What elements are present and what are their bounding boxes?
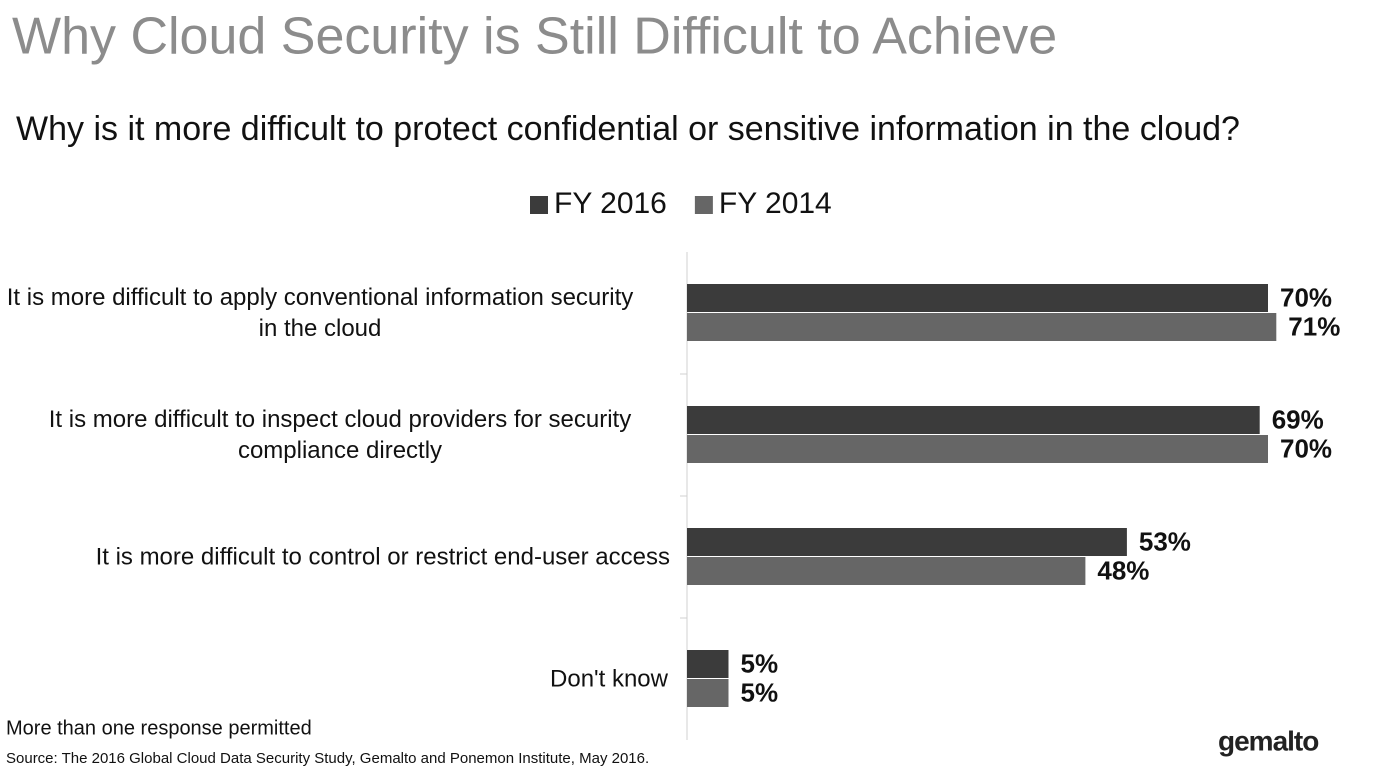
- source: Source: The 2016 Global Cloud Data Secur…: [6, 750, 649, 767]
- legend-label: FY 2016: [554, 187, 667, 220]
- value-label: 5%: [741, 648, 779, 678]
- note: More than one response permitted: [6, 717, 312, 739]
- bar: [687, 679, 729, 707]
- legend-swatch: [530, 196, 548, 214]
- value-label: 5%: [741, 677, 779, 707]
- category-label: It is more difficult to apply convention…: [6, 284, 634, 342]
- chart-subtitle: Why is it more difficult to protect conf…: [16, 110, 1240, 148]
- value-label: 70%: [1280, 282, 1332, 312]
- value-label: 70%: [1280, 433, 1332, 463]
- category-label: Don't know: [550, 665, 668, 693]
- value-label: 71%: [1288, 311, 1340, 341]
- value-label: 69%: [1272, 404, 1324, 434]
- bar: [687, 557, 1086, 585]
- bar: [687, 650, 729, 678]
- bar: [687, 435, 1268, 463]
- value-label: 53%: [1139, 526, 1191, 556]
- logo: gemalto: [1218, 725, 1319, 756]
- bar: [687, 313, 1277, 341]
- category-label: It is more difficult to control or restr…: [95, 543, 670, 571]
- bar: [687, 528, 1127, 556]
- legend-swatch: [694, 196, 713, 214]
- bar: [687, 406, 1260, 434]
- value-label: 48%: [1097, 555, 1149, 585]
- bar: [687, 284, 1268, 312]
- chart-title: Why Cloud Security is Still Difficult to…: [12, 8, 1057, 66]
- legend-label: FY 2014: [719, 187, 832, 220]
- category-label: It is more difficult to inspect cloud pr…: [48, 406, 632, 464]
